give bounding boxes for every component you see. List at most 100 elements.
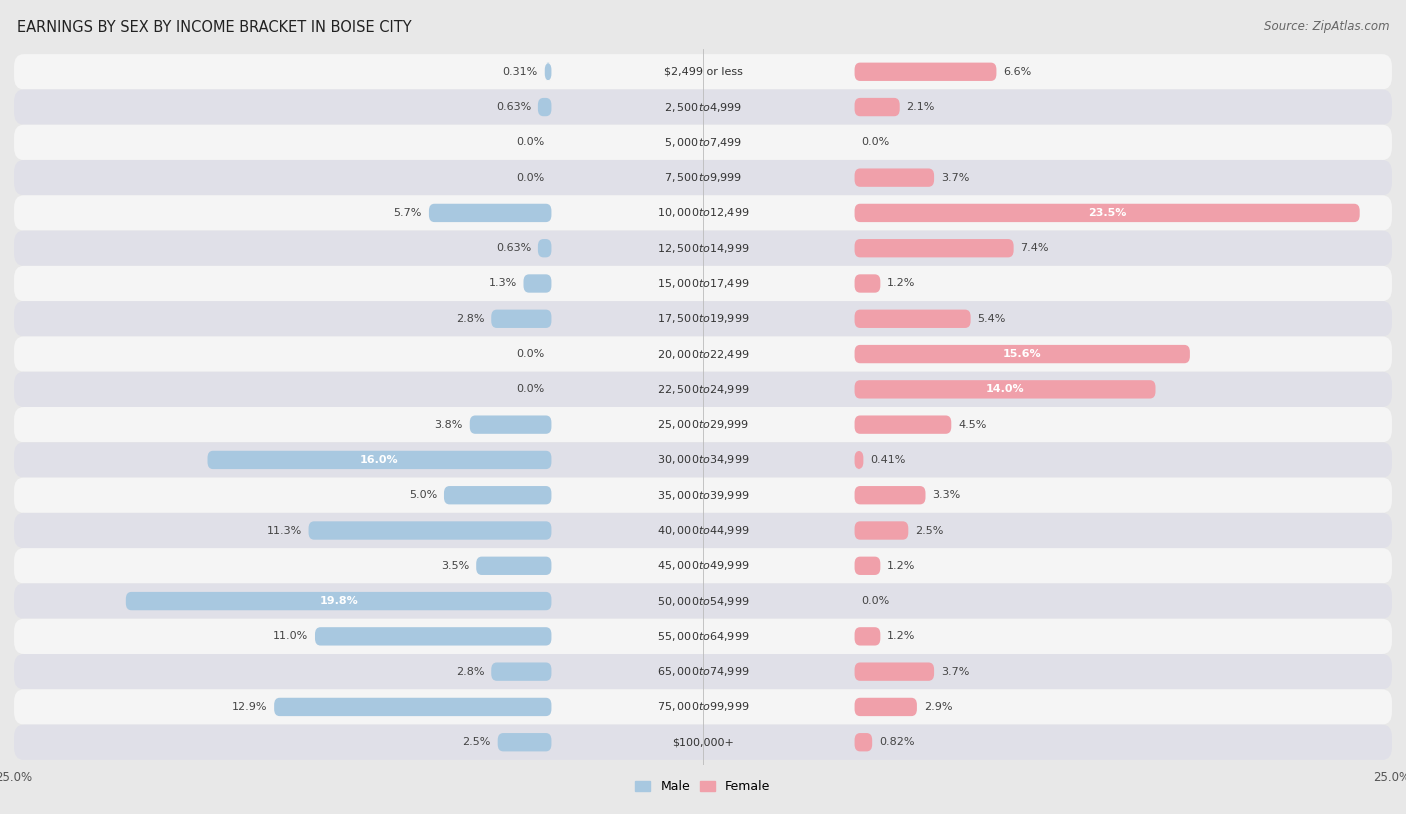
FancyBboxPatch shape [14, 478, 1392, 513]
Text: EARNINGS BY SEX BY INCOME BRACKET IN BOISE CITY: EARNINGS BY SEX BY INCOME BRACKET IN BOI… [17, 20, 412, 35]
FancyBboxPatch shape [491, 309, 551, 328]
Text: 1.2%: 1.2% [887, 632, 915, 641]
FancyBboxPatch shape [855, 63, 997, 81]
Text: 23.5%: 23.5% [1088, 208, 1126, 218]
Text: $2,500 to $4,999: $2,500 to $4,999 [664, 101, 742, 114]
FancyBboxPatch shape [208, 451, 551, 469]
Text: 4.5%: 4.5% [957, 420, 987, 430]
Text: 3.5%: 3.5% [441, 561, 470, 571]
FancyBboxPatch shape [14, 336, 1392, 372]
Text: 2.8%: 2.8% [456, 667, 484, 676]
Text: 15.6%: 15.6% [1002, 349, 1042, 359]
Text: 5.7%: 5.7% [394, 208, 422, 218]
FancyBboxPatch shape [855, 345, 1189, 363]
FancyBboxPatch shape [538, 98, 551, 116]
Text: 3.3%: 3.3% [932, 490, 960, 501]
Text: $100,000+: $100,000+ [672, 737, 734, 747]
FancyBboxPatch shape [538, 239, 551, 257]
FancyBboxPatch shape [855, 521, 908, 540]
Text: 12.9%: 12.9% [232, 702, 267, 712]
FancyBboxPatch shape [855, 557, 880, 575]
Text: 11.3%: 11.3% [266, 526, 302, 536]
FancyBboxPatch shape [14, 266, 1392, 301]
FancyBboxPatch shape [274, 698, 551, 716]
Text: 16.0%: 16.0% [360, 455, 399, 465]
FancyBboxPatch shape [14, 90, 1392, 125]
Text: $12,500 to $14,999: $12,500 to $14,999 [657, 242, 749, 255]
FancyBboxPatch shape [315, 628, 551, 646]
Text: $7,500 to $9,999: $7,500 to $9,999 [664, 171, 742, 184]
Text: 1.2%: 1.2% [887, 278, 915, 288]
Text: $25,000 to $29,999: $25,000 to $29,999 [657, 418, 749, 431]
Text: $30,000 to $34,999: $30,000 to $34,999 [657, 453, 749, 466]
Text: 0.0%: 0.0% [516, 138, 544, 147]
FancyBboxPatch shape [470, 415, 551, 434]
Text: 0.0%: 0.0% [862, 596, 890, 606]
Text: 1.3%: 1.3% [488, 278, 516, 288]
Text: 2.5%: 2.5% [463, 737, 491, 747]
Text: 14.0%: 14.0% [986, 384, 1025, 394]
Text: 0.0%: 0.0% [516, 173, 544, 182]
FancyBboxPatch shape [855, 663, 934, 681]
FancyBboxPatch shape [855, 204, 1360, 222]
FancyBboxPatch shape [855, 98, 900, 116]
Text: $50,000 to $54,999: $50,000 to $54,999 [657, 594, 749, 607]
Text: $65,000 to $74,999: $65,000 to $74,999 [657, 665, 749, 678]
Text: $45,000 to $49,999: $45,000 to $49,999 [657, 559, 749, 572]
Text: $17,500 to $19,999: $17,500 to $19,999 [657, 313, 749, 326]
FancyBboxPatch shape [855, 239, 1014, 257]
Text: 0.0%: 0.0% [516, 384, 544, 394]
FancyBboxPatch shape [855, 380, 1156, 399]
Text: $40,000 to $44,999: $40,000 to $44,999 [657, 524, 749, 537]
FancyBboxPatch shape [125, 592, 551, 610]
Text: 2.8%: 2.8% [456, 313, 484, 324]
FancyBboxPatch shape [855, 698, 917, 716]
FancyBboxPatch shape [14, 548, 1392, 584]
Text: 7.4%: 7.4% [1021, 243, 1049, 253]
Text: 5.4%: 5.4% [977, 313, 1005, 324]
Text: $22,500 to $24,999: $22,500 to $24,999 [657, 383, 749, 396]
Text: 19.8%: 19.8% [319, 596, 359, 606]
FancyBboxPatch shape [498, 733, 551, 751]
FancyBboxPatch shape [523, 274, 551, 293]
Text: 1.2%: 1.2% [887, 561, 915, 571]
FancyBboxPatch shape [429, 204, 551, 222]
FancyBboxPatch shape [855, 168, 934, 186]
Text: 0.0%: 0.0% [516, 349, 544, 359]
FancyBboxPatch shape [855, 451, 863, 469]
Text: $35,000 to $39,999: $35,000 to $39,999 [657, 488, 749, 501]
Text: $15,000 to $17,499: $15,000 to $17,499 [657, 277, 749, 290]
FancyBboxPatch shape [855, 415, 952, 434]
FancyBboxPatch shape [14, 195, 1392, 230]
Text: 0.0%: 0.0% [862, 138, 890, 147]
Text: $55,000 to $64,999: $55,000 to $64,999 [657, 630, 749, 643]
FancyBboxPatch shape [855, 733, 872, 751]
FancyBboxPatch shape [544, 63, 551, 81]
FancyBboxPatch shape [14, 160, 1392, 195]
Text: $10,000 to $12,499: $10,000 to $12,499 [657, 207, 749, 220]
FancyBboxPatch shape [855, 486, 925, 505]
FancyBboxPatch shape [14, 407, 1392, 442]
Text: $75,000 to $99,999: $75,000 to $99,999 [657, 700, 749, 713]
Text: 3.7%: 3.7% [941, 173, 969, 182]
Text: 6.6%: 6.6% [1004, 67, 1032, 77]
FancyBboxPatch shape [14, 301, 1392, 336]
Text: 0.41%: 0.41% [870, 455, 905, 465]
Text: 0.63%: 0.63% [496, 243, 531, 253]
FancyBboxPatch shape [14, 442, 1392, 478]
Text: $20,000 to $22,499: $20,000 to $22,499 [657, 348, 749, 361]
FancyBboxPatch shape [14, 584, 1392, 619]
FancyBboxPatch shape [855, 309, 970, 328]
Text: 0.63%: 0.63% [496, 102, 531, 112]
Text: 11.0%: 11.0% [273, 632, 308, 641]
Text: 0.82%: 0.82% [879, 737, 914, 747]
Text: 5.0%: 5.0% [409, 490, 437, 501]
Text: 0.31%: 0.31% [502, 67, 538, 77]
Text: 2.5%: 2.5% [915, 526, 943, 536]
FancyBboxPatch shape [308, 521, 551, 540]
Legend: Male, Female: Male, Female [630, 775, 776, 799]
Text: $5,000 to $7,499: $5,000 to $7,499 [664, 136, 742, 149]
Text: 3.8%: 3.8% [434, 420, 463, 430]
FancyBboxPatch shape [14, 513, 1392, 548]
FancyBboxPatch shape [14, 230, 1392, 266]
